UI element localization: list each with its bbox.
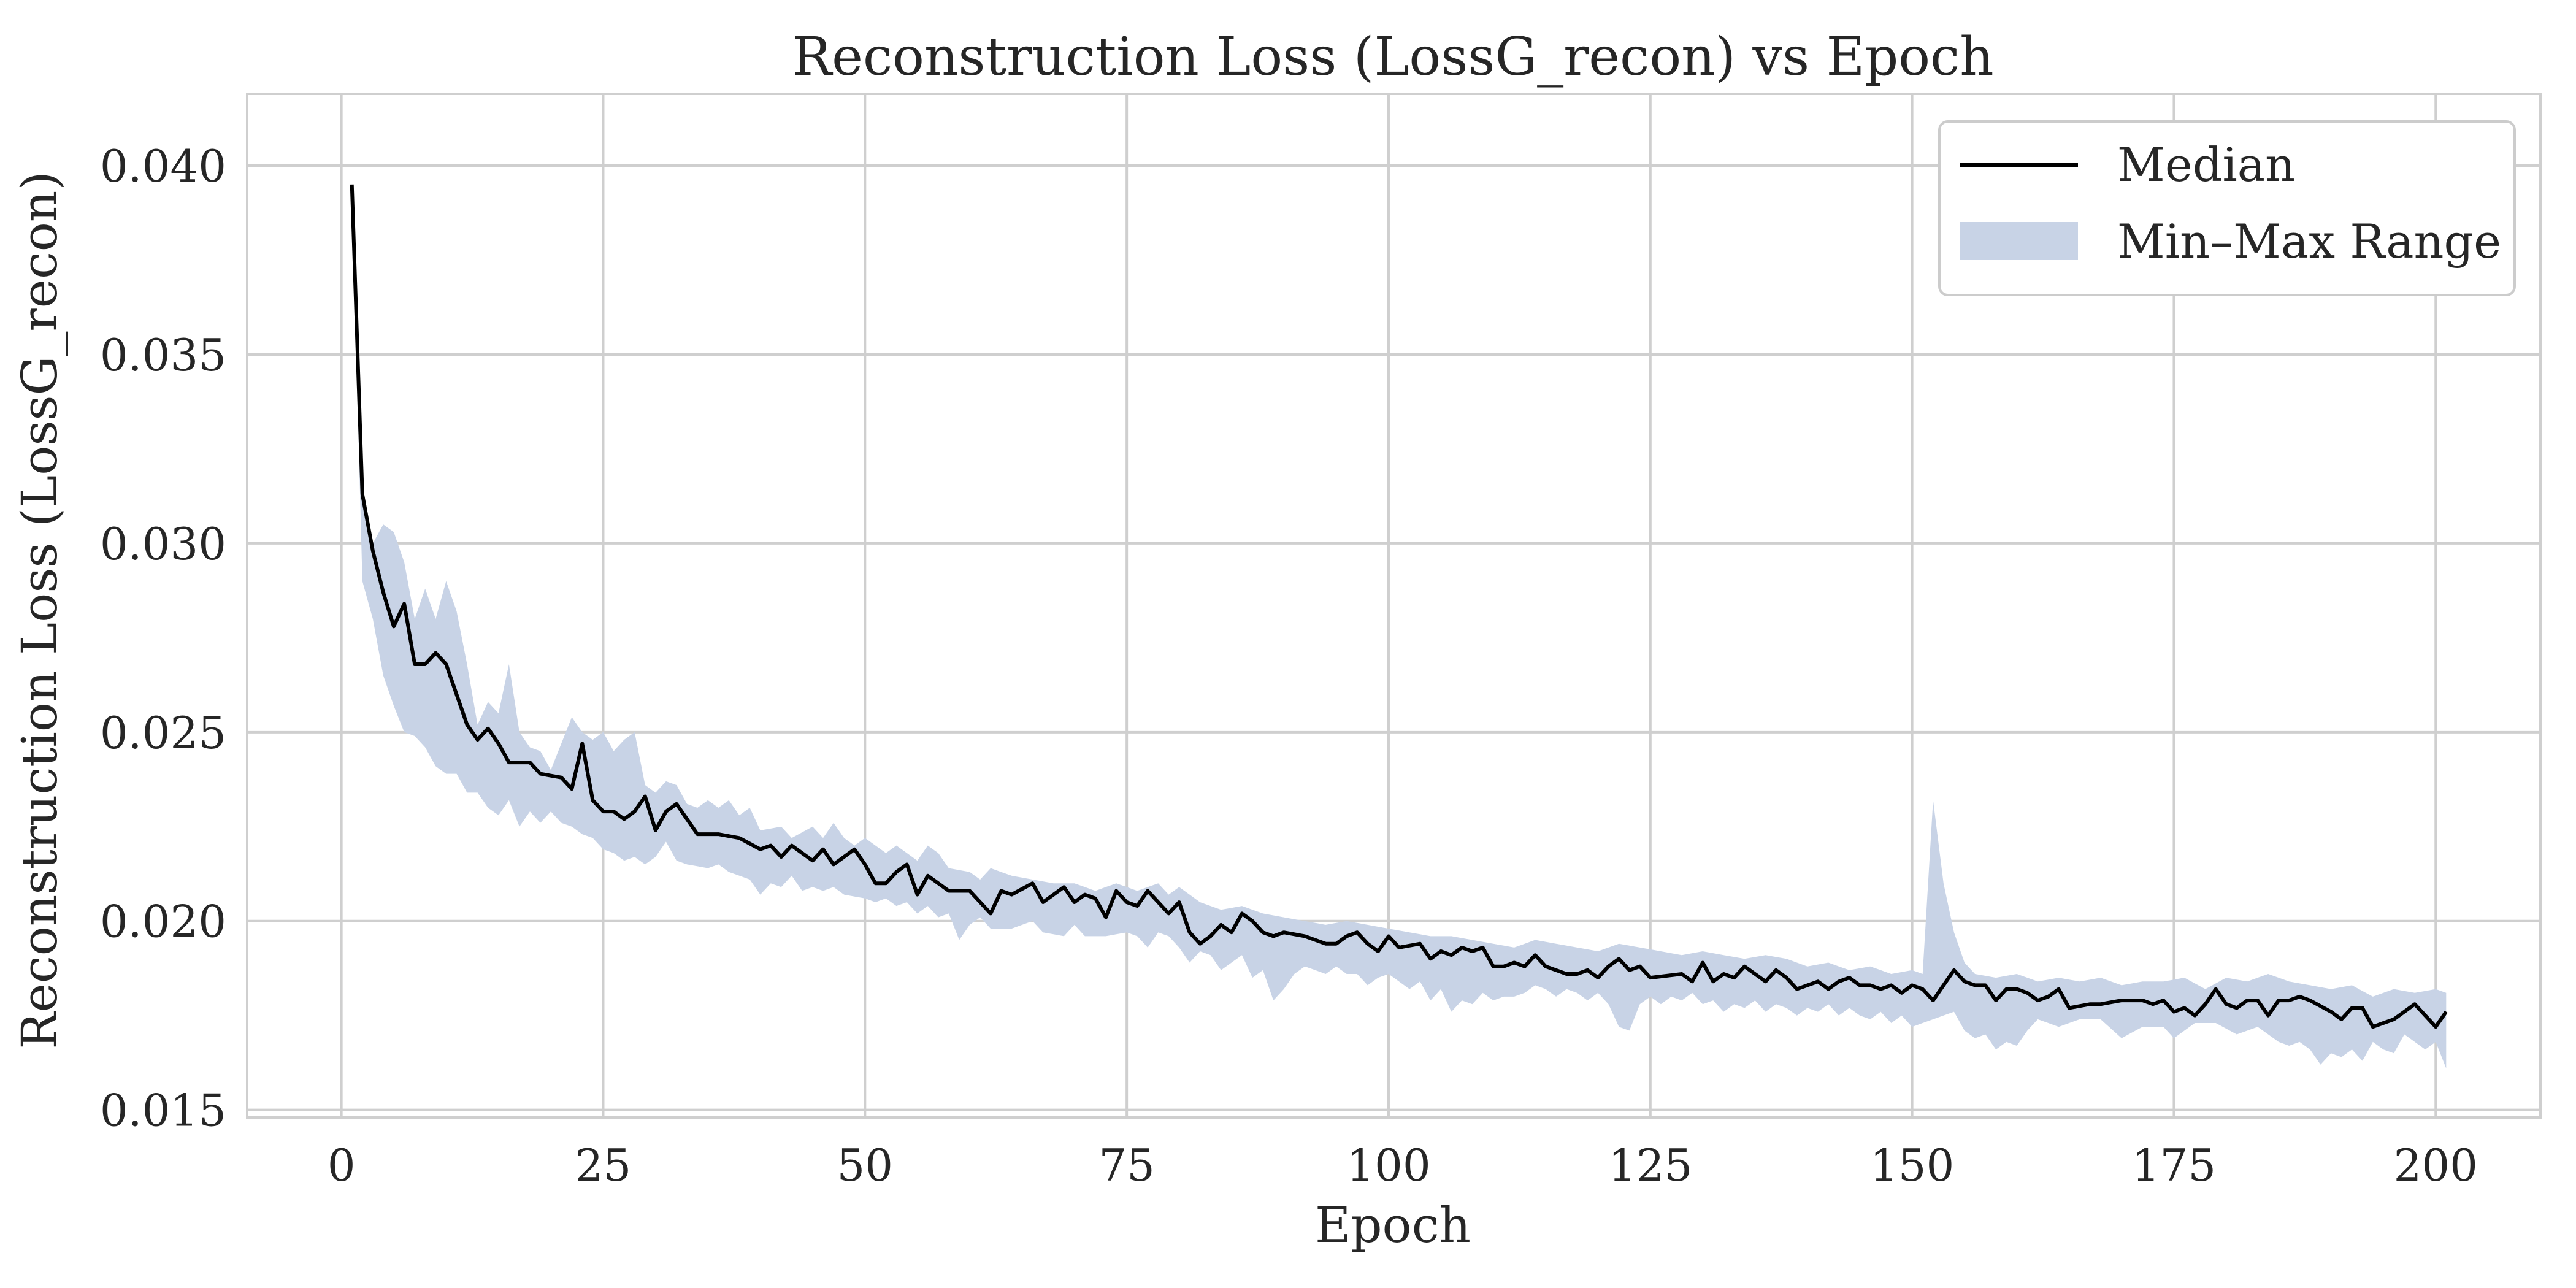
plot-frame — [246, 93, 2542, 1119]
legend-range-label: Min–Max Range — [2117, 214, 2501, 269]
median-line — [350, 184, 2448, 1029]
y-tick-label: 0.030 — [100, 518, 226, 570]
y-tick-label: 0.035 — [100, 329, 226, 381]
x-tick-label: 175 — [2132, 1140, 2216, 1191]
x-axis-ticks: 0 25 50 75 100 125 150 175 200 — [328, 1140, 2478, 1191]
x-tick-label: 200 — [2394, 1140, 2478, 1191]
chart-title: Reconstruction Loss (LossG_recon) vs Epo… — [792, 26, 1993, 88]
x-tick-label: 125 — [1608, 1140, 1692, 1191]
x-tick-label: 0 — [328, 1140, 356, 1191]
legend-range-swatch — [1960, 222, 2078, 260]
x-axis-label: Epoch — [1315, 1197, 1471, 1254]
legend: Median Min–Max Range — [1938, 120, 2516, 296]
x-tick-label: 150 — [1870, 1140, 1954, 1191]
y-axis-label: Reconstruction Loss (LossG_recon) — [11, 171, 68, 1049]
x-tick-label: 50 — [837, 1140, 893, 1191]
x-tick-label: 25 — [575, 1140, 632, 1191]
x-tick-label: 100 — [1346, 1140, 1430, 1191]
y-tick-label: 0.040 — [100, 140, 226, 192]
min-max-range-band — [351, 184, 2447, 1068]
y-tick-label: 0.020 — [100, 896, 226, 948]
y-tick-label: 0.025 — [100, 707, 226, 759]
y-tick-label: 0.015 — [100, 1085, 226, 1137]
legend-box — [1938, 120, 2516, 296]
y-axis-ticks: 0.015 0.020 0.025 0.030 0.035 0.040 — [100, 140, 226, 1137]
x-tick-label: 75 — [1098, 1140, 1155, 1191]
legend-median-label: Median — [2117, 137, 2295, 192]
